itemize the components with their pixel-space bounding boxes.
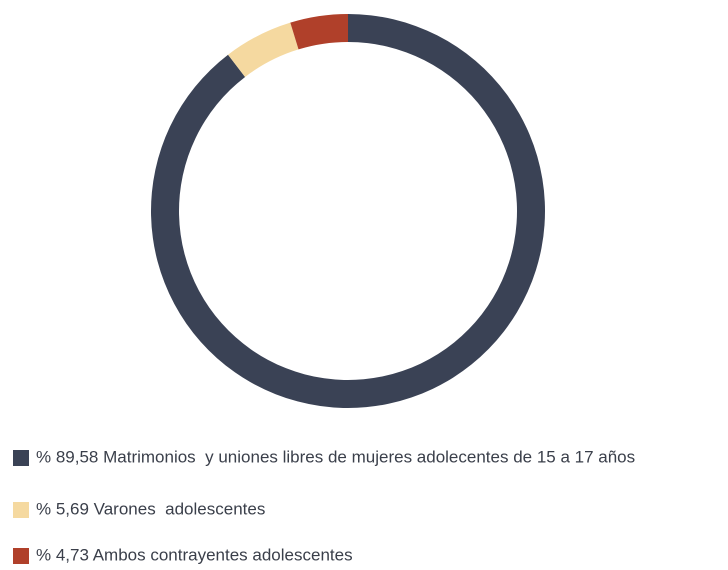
legend-swatch [13,548,29,564]
legend-label: % 4,73 Ambos contrayentes adolescentes [36,545,353,564]
legend-swatch [13,450,29,466]
donut-slice [150,14,545,409]
legend-swatch [13,502,29,518]
donut-slice [290,14,348,50]
legend-label: % 89,58 Matrimonios y uniones libres de … [36,447,635,466]
donut-slice [228,22,299,77]
legend-label: % 5,69 Varones adolescentes [36,499,265,518]
